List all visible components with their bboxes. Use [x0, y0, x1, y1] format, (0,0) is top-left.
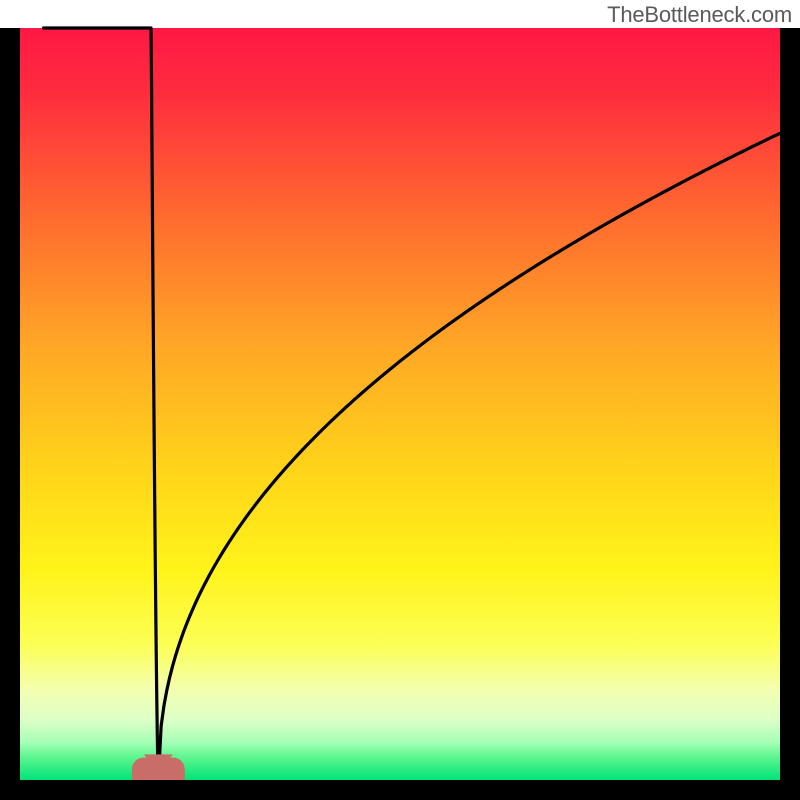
chart-root: TheBottleneck.com	[0, 0, 800, 800]
notch-marker	[132, 754, 185, 780]
chart-svg	[0, 0, 800, 800]
watermark-text: TheBottleneck.com	[607, 2, 792, 28]
chart-background	[20, 28, 780, 780]
